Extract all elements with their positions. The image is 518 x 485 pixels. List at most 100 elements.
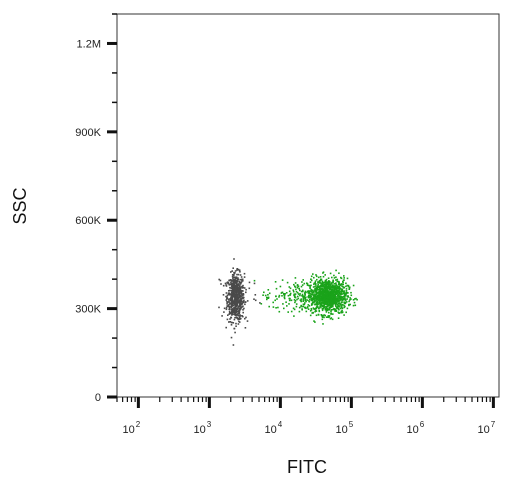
data-point: [234, 299, 236, 301]
data-point: [308, 296, 311, 298]
data-point: [239, 315, 242, 317]
data-point: [235, 277, 238, 280]
data-point: [292, 290, 295, 293]
data-point: [319, 298, 322, 301]
data-point: [335, 293, 338, 296]
data-point: [344, 305, 346, 308]
data-point: [221, 315, 223, 317]
data-point: [294, 282, 297, 284]
data-point: [233, 276, 235, 279]
data-point: [338, 312, 340, 314]
data-point: [300, 290, 303, 293]
data-point: [230, 297, 232, 300]
data-point: [329, 307, 331, 310]
data-point: [262, 294, 264, 296]
data-point: [232, 301, 235, 303]
data-point: [230, 281, 232, 283]
data-point: [275, 307, 277, 309]
data-point: [239, 304, 241, 307]
data-point: [334, 286, 336, 289]
data-point: [312, 297, 314, 299]
series-1: [218, 258, 261, 346]
data-point: [285, 292, 288, 294]
data-point: [315, 292, 317, 295]
data-point: [297, 297, 300, 300]
data-point: [218, 278, 220, 281]
data-point: [332, 281, 334, 284]
data-point: [293, 293, 296, 295]
data-point: [321, 284, 324, 287]
data-point: [343, 295, 346, 298]
data-point: [318, 291, 321, 294]
data-point: [328, 280, 330, 282]
data-point: [245, 288, 247, 291]
data-point: [230, 306, 233, 309]
data-point: [340, 298, 342, 301]
data-point: [308, 305, 311, 307]
data-point: [238, 306, 240, 308]
data-point: [320, 289, 323, 291]
data-point: [232, 290, 235, 293]
data-point: [300, 298, 303, 300]
data-point: [337, 294, 339, 296]
data-point: [326, 316, 329, 318]
data-point: [331, 301, 333, 304]
data-point: [225, 308, 228, 311]
data-point: [334, 288, 336, 291]
data-point: [243, 307, 245, 310]
data-point: [220, 283, 222, 285]
data-point: [233, 271, 235, 274]
data-point: [340, 289, 343, 292]
data-point: [228, 301, 230, 303]
data-point: [333, 274, 335, 277]
data-point: [311, 291, 313, 294]
data-point: [232, 299, 234, 301]
data-point: [234, 331, 236, 334]
data-point: [282, 303, 284, 305]
data-point: [314, 282, 316, 284]
data-point: [283, 297, 286, 300]
data-point: [318, 307, 320, 310]
data-point: [288, 299, 291, 302]
data-point: [239, 284, 241, 286]
data-point: [321, 294, 323, 296]
data-point: [301, 284, 304, 286]
data-point: [342, 287, 345, 289]
data-point: [278, 294, 281, 297]
data-point: [230, 324, 233, 326]
data-point: [289, 287, 292, 290]
data-point: [229, 299, 232, 302]
data-point: [350, 298, 352, 300]
data-point: [352, 304, 355, 307]
data-point: [304, 299, 307, 302]
data-point: [315, 296, 318, 298]
y-axis-title: SSC: [10, 187, 30, 224]
data-point: [313, 298, 315, 300]
data-point: [329, 305, 332, 307]
data-point: [318, 279, 321, 282]
data-point: [223, 307, 226, 310]
data-point: [327, 304, 330, 307]
data-point: [227, 292, 230, 294]
data-point: [337, 299, 340, 302]
data-point: [312, 294, 314, 297]
data-point: [333, 289, 335, 292]
data-point: [230, 304, 233, 307]
data-point: [341, 309, 343, 312]
data-point: [343, 304, 345, 307]
data-point: [253, 282, 256, 285]
data-point: [343, 295, 345, 298]
data-point: [334, 282, 337, 285]
data-point: [327, 305, 329, 308]
data-point: [315, 300, 317, 302]
data-point: [231, 280, 233, 283]
data-point: [279, 285, 282, 288]
y-axis: 0 300K 600K 900K 1.2M: [75, 13, 117, 404]
data-point: [226, 318, 229, 321]
data-point: [318, 307, 321, 309]
data-point: [306, 290, 309, 293]
data-point: [281, 279, 284, 281]
data-point: [315, 283, 317, 285]
data-point: [231, 313, 234, 315]
data-point: [312, 311, 314, 314]
